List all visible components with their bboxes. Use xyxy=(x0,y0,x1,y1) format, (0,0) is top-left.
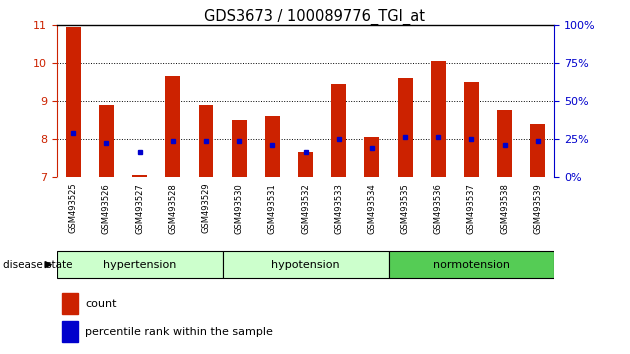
Text: hypertension: hypertension xyxy=(103,259,176,270)
Bar xyxy=(398,78,413,177)
Text: normotension: normotension xyxy=(433,259,510,270)
Bar xyxy=(66,27,81,177)
Bar xyxy=(99,105,114,177)
Text: count: count xyxy=(85,298,117,309)
Bar xyxy=(331,84,346,177)
FancyBboxPatch shape xyxy=(389,251,554,278)
FancyBboxPatch shape xyxy=(222,251,389,278)
Text: GSM493539: GSM493539 xyxy=(534,183,542,234)
Bar xyxy=(265,116,280,177)
Bar xyxy=(298,152,313,177)
Text: GSM493530: GSM493530 xyxy=(235,183,244,234)
Bar xyxy=(165,76,180,177)
Bar xyxy=(132,175,147,177)
Text: disease state: disease state xyxy=(3,259,72,270)
Text: GSM493533: GSM493533 xyxy=(335,183,343,234)
Text: GDS3673 / 100089776_TGI_at: GDS3673 / 100089776_TGI_at xyxy=(205,9,425,25)
Text: GSM493527: GSM493527 xyxy=(135,183,144,234)
Text: GSM493536: GSM493536 xyxy=(434,183,443,234)
Bar xyxy=(232,120,247,177)
Text: GSM493531: GSM493531 xyxy=(268,183,277,234)
Bar xyxy=(198,105,214,177)
Bar xyxy=(464,82,479,177)
Text: GSM493526: GSM493526 xyxy=(102,183,111,234)
Bar xyxy=(62,321,77,342)
Text: GSM493538: GSM493538 xyxy=(500,183,509,234)
Text: GSM493532: GSM493532 xyxy=(301,183,310,234)
Text: GSM493535: GSM493535 xyxy=(401,183,410,234)
Text: GSM493537: GSM493537 xyxy=(467,183,476,234)
Bar xyxy=(431,61,446,177)
Text: hypotension: hypotension xyxy=(272,259,340,270)
Bar xyxy=(364,137,379,177)
Bar xyxy=(497,110,512,177)
Text: GSM493525: GSM493525 xyxy=(69,183,77,233)
Text: percentile rank within the sample: percentile rank within the sample xyxy=(85,327,273,337)
Bar xyxy=(62,293,77,314)
FancyBboxPatch shape xyxy=(57,251,222,278)
Text: GSM493528: GSM493528 xyxy=(168,183,177,234)
Text: GSM493529: GSM493529 xyxy=(202,183,210,233)
Bar xyxy=(530,124,546,177)
Text: GSM493534: GSM493534 xyxy=(367,183,376,234)
